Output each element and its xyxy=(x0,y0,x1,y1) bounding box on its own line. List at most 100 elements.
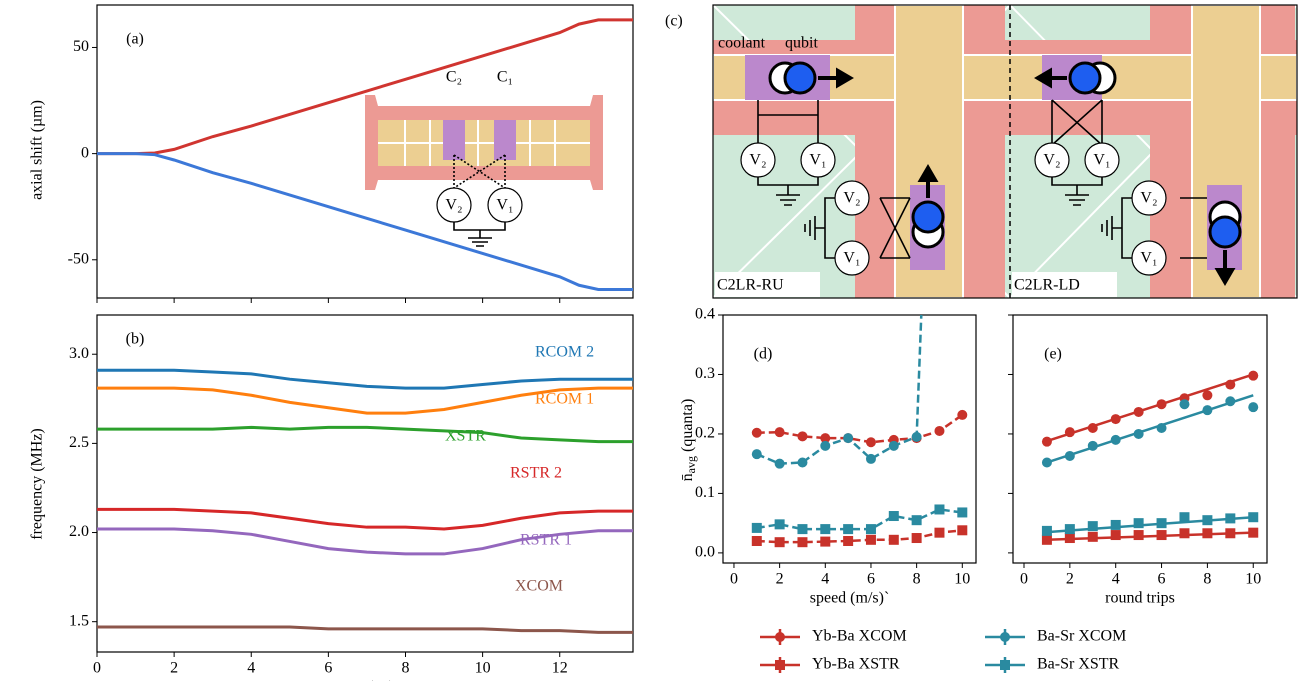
marker xyxy=(866,524,876,534)
series-line xyxy=(97,627,633,632)
y-axis-label: axial shift (µm) xyxy=(29,100,46,200)
voltage: V₂ xyxy=(749,152,766,169)
marker xyxy=(912,533,922,543)
voltage: V₂ xyxy=(843,190,860,207)
marker xyxy=(1134,429,1144,439)
legend-label: Ba-Sr XCOM xyxy=(1037,628,1126,645)
voltage: V₂ xyxy=(1140,190,1157,207)
subscript: avg xyxy=(684,456,698,473)
marker xyxy=(1111,435,1121,445)
x-tick-label: 0 xyxy=(93,660,101,677)
marker xyxy=(1088,521,1098,531)
marker xyxy=(820,537,830,547)
marker xyxy=(775,459,785,469)
y-tick-label: -50 xyxy=(68,250,89,267)
marker xyxy=(1111,414,1121,424)
plot-frame xyxy=(97,315,633,652)
x-tick-label: 10 xyxy=(475,660,491,677)
x-axis-label: round trips xyxy=(1105,590,1175,607)
marker xyxy=(1065,533,1075,543)
x-tick-label: 2 xyxy=(1066,571,1074,588)
marker xyxy=(934,504,944,514)
symbol: n̄ xyxy=(679,473,696,481)
y-tick-label: 1.5 xyxy=(69,612,89,629)
x-tick-label: 2 xyxy=(170,660,178,677)
marker xyxy=(1248,371,1258,381)
marker xyxy=(775,427,785,437)
x-tick-label: 6 xyxy=(867,571,875,588)
marker xyxy=(1042,457,1052,467)
marker xyxy=(1225,513,1235,523)
y-tick-label: 0.1 xyxy=(695,484,715,501)
series-label: XCOM xyxy=(515,578,563,595)
marker xyxy=(912,432,922,442)
voltage: V₁ xyxy=(843,250,860,267)
marker xyxy=(866,437,876,447)
series-label: RCOM 2 xyxy=(535,344,594,361)
y-tick-label: 2.5 xyxy=(69,434,89,451)
series-label: RCOM 1 xyxy=(535,391,594,408)
y-tick-label: 0.3 xyxy=(695,365,715,382)
marker xyxy=(775,519,785,529)
marker xyxy=(752,449,762,459)
marker xyxy=(797,457,807,467)
trap-inset: C₂ C₁ V₂ V₁ xyxy=(365,69,603,246)
x-tick-label: 10 xyxy=(1245,571,1261,588)
marker xyxy=(957,525,967,535)
fit-line xyxy=(1047,533,1253,540)
voltage: V₁ xyxy=(809,152,826,169)
panel-label: (d) xyxy=(754,346,773,363)
marker xyxy=(1225,396,1235,406)
marker xyxy=(1042,526,1052,536)
y-tick-label: 50 xyxy=(73,38,89,55)
x-tick-label: 4 xyxy=(1112,571,1120,588)
fit-line xyxy=(1047,374,1253,441)
marker xyxy=(1088,532,1098,542)
marker xyxy=(820,441,830,451)
marker xyxy=(752,428,762,438)
inset-label: V₁ xyxy=(496,197,513,214)
y-tick-label: 0.4 xyxy=(695,306,715,323)
marker xyxy=(843,524,853,534)
marker xyxy=(1111,520,1121,530)
marker xyxy=(843,536,853,546)
x-tick-label: 10 xyxy=(954,571,970,588)
x-tick-label: 6 xyxy=(1158,571,1166,588)
x-tick-label: 2 xyxy=(776,571,784,588)
y-tick-label: 2.0 xyxy=(69,523,89,540)
x-tick-label: 12 xyxy=(552,660,568,677)
panel-label: (a) xyxy=(126,31,144,48)
x-tick-label: 8 xyxy=(913,571,921,588)
ion-label: qubit xyxy=(785,35,818,52)
series-line xyxy=(97,427,633,441)
marker xyxy=(1202,515,1212,525)
series-line xyxy=(97,370,633,388)
marker xyxy=(866,454,876,464)
y-tick-label: 3.0 xyxy=(69,345,89,362)
y-tick-label: 0 xyxy=(81,144,89,161)
marker xyxy=(797,431,807,441)
marker xyxy=(1065,524,1075,534)
series-label: RSTR 1 xyxy=(520,532,572,549)
series-line xyxy=(757,415,963,442)
marker xyxy=(1157,518,1167,528)
x-tick-label: 4 xyxy=(247,660,255,677)
marker xyxy=(1248,402,1258,412)
x-axis-label: speed (m/s)` xyxy=(810,590,890,607)
x-tick-label: 8 xyxy=(401,660,409,677)
config-label: C2LR-RU xyxy=(717,277,784,294)
fit-line xyxy=(1047,395,1253,462)
marker xyxy=(1134,407,1144,417)
series-line xyxy=(757,509,963,529)
figure: C₂ C₁ V₂ V₁ C2LR-RU C2LR-LD coolant qubi… xyxy=(0,0,1302,681)
y-tick-label: 0.2 xyxy=(695,425,715,442)
marker xyxy=(1225,380,1235,390)
y-tick-label: 0.0 xyxy=(695,544,715,561)
junction-diagram: C2LR-RU C2LR-LD coolant qubit V₂ V₁ V₂ V… xyxy=(713,5,1297,298)
marker xyxy=(1088,441,1098,451)
legend-marker xyxy=(775,660,785,670)
marker xyxy=(752,536,762,546)
marker xyxy=(775,537,785,547)
marker xyxy=(934,426,944,436)
marker xyxy=(1202,390,1212,400)
